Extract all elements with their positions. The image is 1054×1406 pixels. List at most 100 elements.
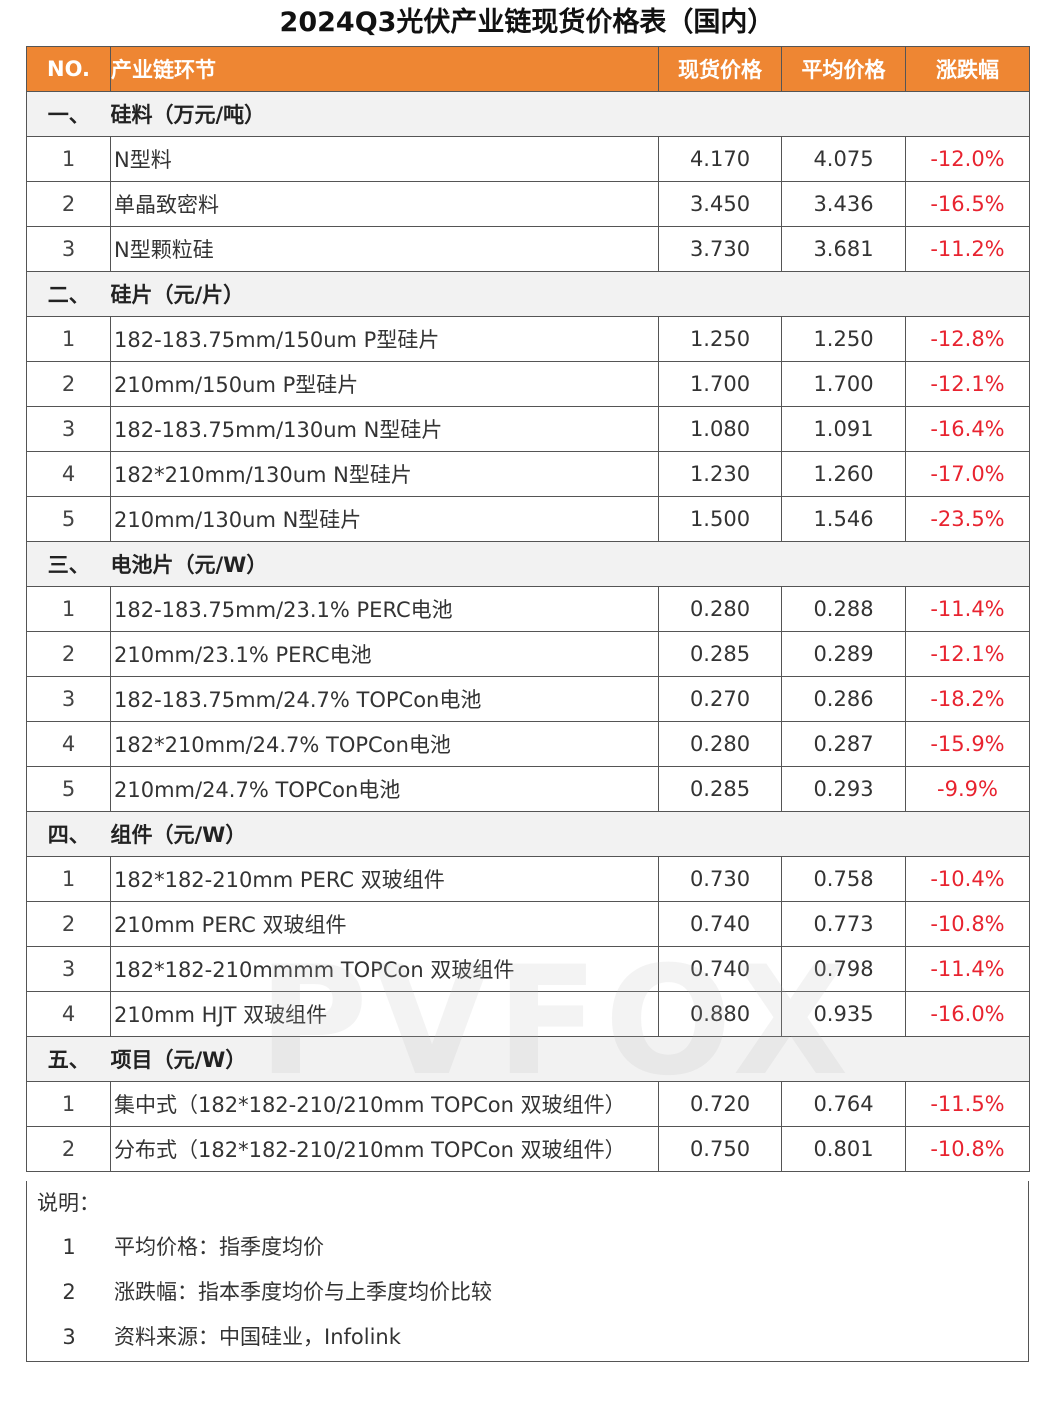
table-row: 1 N型料 4.170 4.075 -12.0%: [26, 136, 1030, 182]
table-row: 2 210mm PERC 双玻组件 0.740 0.773 -10.8%: [26, 901, 1030, 947]
average-price: 0.935: [781, 991, 906, 1037]
spot-price: 0.270: [658, 676, 782, 722]
spot-price: 0.880: [658, 991, 782, 1037]
spot-price: 1.500: [658, 496, 782, 542]
section-row: 一、 硅料（万元/吨）: [26, 91, 1030, 137]
row-number: 3: [26, 676, 111, 722]
price-change: -16.5%: [905, 181, 1030, 227]
table-row: 3 182-183.75mm/130um N型硅片 1.080 1.091 -16.4%: [26, 406, 1030, 452]
section-row: 二、 硅片（元/片）: [26, 271, 1030, 317]
segment-name: 单晶致密料: [110, 181, 659, 227]
spot-price: 0.750: [658, 1126, 782, 1172]
segment-name: N型颗粒硅: [110, 226, 659, 272]
table-row: 2 单晶致密料 3.450 3.436 -16.5%: [26, 181, 1030, 227]
price-change: -18.2%: [905, 676, 1030, 722]
header-spot-price: 现货价格: [658, 46, 782, 92]
table-row: 3 182-183.75mm/24.7% TOPCon电池 0.270 0.286 -1…: [26, 676, 1030, 722]
spot-price: 1.230: [658, 451, 782, 497]
table-row: 5 210mm/24.7% TOPCon电池 0.285 0.293 -9.9%: [26, 766, 1030, 812]
row-number: 2: [26, 631, 111, 677]
note-item: 2 涨跌幅：指本季度均价与上季度均价比较: [27, 1270, 1027, 1315]
section-number: 三、: [26, 541, 111, 587]
section-label: 组件（元/W）: [110, 811, 1030, 857]
note-number: 2: [62, 1280, 76, 1304]
segment-name: 182*210mm/24.7% TOPCon电池: [110, 721, 659, 767]
notes-title: 说明：: [37, 1191, 100, 1215]
segment-name: 182*182-210mmmm TOPCon 双玻组件: [110, 946, 659, 992]
price-change: -11.4%: [905, 946, 1030, 992]
segment-name: 210mm PERC 双玻组件: [110, 901, 659, 947]
segment-name: 182-183.75mm/23.1% PERC电池: [110, 586, 659, 632]
spot-price: 0.285: [658, 631, 782, 677]
table-row: 1 集中式（182*182-210/210mm TOPCon 双玻组件） 0.720…: [26, 1081, 1030, 1127]
segment-name: 集中式（182*182-210/210mm TOPCon 双玻组件）: [110, 1081, 659, 1127]
average-price: 4.075: [781, 136, 906, 182]
row-number: 2: [26, 361, 111, 407]
average-price: 1.546: [781, 496, 906, 542]
spot-price: 1.250: [658, 316, 782, 362]
spot-price: 0.280: [658, 586, 782, 632]
spot-price: 0.730: [658, 856, 782, 902]
average-price: 0.758: [781, 856, 906, 902]
average-price: 0.287: [781, 721, 906, 767]
price-change: -11.5%: [905, 1081, 1030, 1127]
section-number: 四、: [26, 811, 111, 857]
price-change: -15.9%: [905, 721, 1030, 767]
average-price: 1.700: [781, 361, 906, 407]
average-price: 0.289: [781, 631, 906, 677]
segment-name: 182-183.75mm/24.7% TOPCon电池: [110, 676, 659, 722]
section-row: 五、 项目（元/W）: [26, 1036, 1030, 1082]
price-change: -17.0%: [905, 451, 1030, 497]
section-number: 五、: [26, 1036, 111, 1082]
row-number: 2: [26, 1126, 111, 1172]
table-row: 2 210mm/23.1% PERC电池 0.285 0.289 -12.1%: [26, 631, 1030, 677]
row-number: 1: [26, 316, 111, 362]
average-price: 3.436: [781, 181, 906, 227]
header-average-price: 平均价格: [781, 46, 906, 92]
spot-price: 1.080: [658, 406, 782, 452]
table-row: 4 182*210mm/130um N型硅片 1.230 1.260 -17.0%: [26, 451, 1030, 497]
segment-name: 分布式（182*182-210/210mm TOPCon 双玻组件）: [110, 1126, 659, 1172]
table-body: 一、 硅料（万元/吨） 1 N型料 4.170 4.075 -12.0% 2 单晶致密料 3.45…: [26, 91, 1030, 1172]
row-number: 1: [26, 586, 111, 632]
table-row: 2 分布式（182*182-210/210mm TOPCon 双玻组件） 0.750…: [26, 1126, 1030, 1172]
segment-name: 182*210mm/130um N型硅片: [110, 451, 659, 497]
row-number: 5: [26, 496, 111, 542]
row-number: 2: [26, 181, 111, 227]
section-label: 项目（元/W）: [110, 1036, 1030, 1082]
average-price: 0.288: [781, 586, 906, 632]
price-change: -10.4%: [905, 856, 1030, 902]
row-number: 5: [26, 766, 111, 812]
section-label: 硅片（元/片）: [110, 271, 1030, 317]
price-change: -11.4%: [905, 586, 1030, 632]
segment-name: 210mm HJT 双玻组件: [110, 991, 659, 1037]
spot-price: 3.730: [658, 226, 782, 272]
price-change: -23.5%: [905, 496, 1030, 542]
spot-price: 0.280: [658, 721, 782, 767]
page-title: 2024Q3光伏产业链现货价格表（国内）: [279, 7, 775, 38]
spot-price: 0.720: [658, 1081, 782, 1127]
average-price: 0.798: [781, 946, 906, 992]
average-price: 0.293: [781, 766, 906, 812]
average-price: 3.681: [781, 226, 906, 272]
note-item: 1 平均价格：指季度均价: [27, 1225, 1027, 1270]
average-price: 1.091: [781, 406, 906, 452]
spot-price: 4.170: [658, 136, 782, 182]
spot-price: 0.740: [658, 946, 782, 992]
segment-name: 210mm/150um P型硅片: [110, 361, 659, 407]
row-number: 2: [26, 901, 111, 947]
table-row: 5 210mm/130um N型硅片 1.500 1.546 -23.5%: [26, 496, 1030, 542]
table-row: 1 182-183.75mm/23.1% PERC电池 0.280 0.288 -11.…: [26, 586, 1030, 632]
table-row: 4 182*210mm/24.7% TOPCon电池 0.280 0.287 -15.9…: [26, 721, 1030, 767]
row-number: 3: [26, 946, 111, 992]
section-number: 二、: [26, 271, 111, 317]
average-price: 1.260: [781, 451, 906, 497]
header-change: 涨跌幅: [905, 46, 1030, 92]
average-price: 0.773: [781, 901, 906, 947]
section-label: 电池片（元/W）: [110, 541, 1030, 587]
price-change: -11.2%: [905, 226, 1030, 272]
price-change: -16.4%: [905, 406, 1030, 452]
price-change: -12.0%: [905, 136, 1030, 182]
header-no: NO.: [26, 46, 111, 92]
note-item: 3 资料来源：中国硅业，Infolink: [27, 1315, 1027, 1360]
